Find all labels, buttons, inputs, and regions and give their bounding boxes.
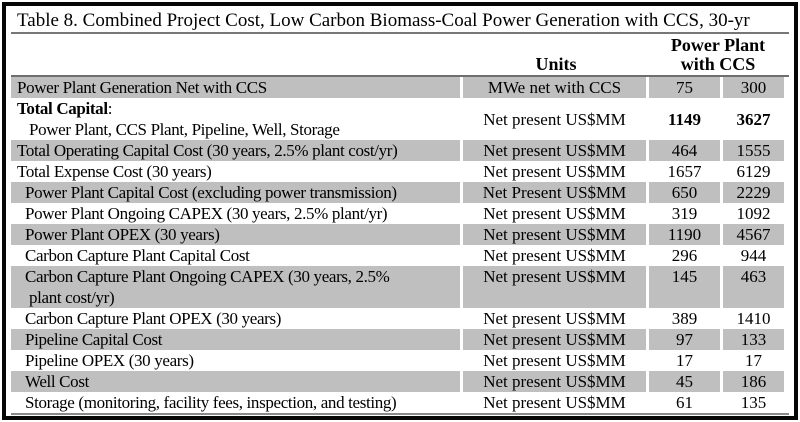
row-units: Net present US$MM xyxy=(463,224,649,245)
row-value-300mwe: 135 xyxy=(740,393,767,412)
table-row: Well Cost Net present US$MM 45 186 xyxy=(11,371,789,392)
table-row: Power Plant Capital Cost (excluding powe… xyxy=(11,182,789,203)
row-units: Net Present US$MM xyxy=(463,182,649,203)
table-row: Storage (monitoring, facility fees, insp… xyxy=(11,392,789,413)
row-value-300mwe: 4567 xyxy=(723,224,787,245)
table-title: Table 8. Combined Project Cost, Low Carb… xyxy=(11,8,789,34)
row-value-75mwe: 296 xyxy=(671,246,698,265)
row-value-300mwe: 1410 xyxy=(736,309,771,328)
row-value-75mwe: 75 xyxy=(649,77,723,98)
row-value-300mwe: 2229 xyxy=(723,182,787,203)
table-row: Carbon Capture Plant Capital Cost Net pre… xyxy=(11,245,789,266)
table-header: Units Power Plant with CCS xyxy=(11,34,789,77)
row-label: Total Expense Cost (30 years) xyxy=(17,162,212,181)
table-row: Pipeline OPEX (30 years) Net present US$M… xyxy=(11,350,789,371)
row-units: Net present US$MM xyxy=(463,266,649,308)
row-units: Net present US$MM xyxy=(463,140,649,161)
row-label: Pipeline Capital Cost xyxy=(11,329,463,350)
row-units: Net present US$MM xyxy=(483,351,626,370)
row-value-75mwe: 97 xyxy=(649,329,723,350)
table-body: Power Plant Generation Net with CCS MWe n… xyxy=(11,77,789,413)
row-units: Net present US$MM xyxy=(483,204,626,223)
row-value-75mwe: 145 xyxy=(649,266,723,308)
table-row: Carbon Capture Plant Ongoing CAPEX (30 y… xyxy=(11,266,789,308)
row-value-300mwe: 1555 xyxy=(723,140,787,161)
header-group-line1: Power Plant xyxy=(670,35,766,55)
row-label: Power Plant Ongoing CAPEX (30 years, 2.5… xyxy=(25,204,388,223)
row-label: Pipeline OPEX (30 years) xyxy=(25,351,194,370)
row-value-75mwe: 319 xyxy=(671,204,698,223)
table-row: Power Plant OPEX (30 years) Net present U… xyxy=(11,224,789,245)
row-units: Net present US$MM xyxy=(483,162,626,181)
table-row: Total Expense Cost (30 years) Net present… xyxy=(11,161,789,182)
row-value-300mwe: 186 xyxy=(723,371,787,392)
row-label: Power Plant OPEX (30 years) xyxy=(11,224,463,245)
row-value-75mwe: 17 xyxy=(676,351,693,370)
row-value-75mwe: 1657 xyxy=(667,162,702,181)
row-units: Net present US$MM xyxy=(483,109,626,129)
row-label: Carbon Capture Plant Ongoing CAPEX (30 y… xyxy=(11,266,463,308)
row-units: Net present US$MM xyxy=(463,329,649,350)
row-value-300mwe: 17 xyxy=(745,351,762,370)
row-units: Net present US$MM xyxy=(483,393,626,412)
row-label: Carbon Capture Plant OPEX (30 years) xyxy=(25,309,282,328)
row-value-75mwe: 464 xyxy=(649,140,723,161)
table-row: Total Capital: Power Plant, CCS Plant, Pi… xyxy=(11,98,789,140)
table-row: Carbon Capture Plant OPEX (30 years) Net … xyxy=(11,308,789,329)
table-bottom-rule xyxy=(11,413,789,415)
row-value-300mwe: 463 xyxy=(723,266,787,308)
table-row: Power Plant Generation Net with CCS MWe n… xyxy=(11,77,789,98)
row-label: Storage (monitoring, facility fees, insp… xyxy=(25,393,397,412)
table-row: Pipeline Capital Cost Net present US$MM 97… xyxy=(11,329,789,350)
row-value-75mwe: 61 xyxy=(676,393,693,412)
row-value-300mwe: 133 xyxy=(723,329,787,350)
row-value-75mwe: 45 xyxy=(649,371,723,392)
row-label: Total Operating Capital Cost (30 years, … xyxy=(11,140,463,161)
table-row: Total Operating Capital Cost (30 years, … xyxy=(11,140,789,161)
row-value-300mwe: 6129 xyxy=(736,162,771,181)
row-label: Well Cost xyxy=(11,371,463,392)
header-power-plant-with-ccs: Power Plant with CCS xyxy=(649,36,787,74)
row-value-300mwe: 300 xyxy=(723,77,787,98)
row-value-75mwe: 389 xyxy=(671,309,698,328)
row-value-75mwe: 650 xyxy=(649,182,723,203)
row-label: Carbon Capture Plant Capital Cost xyxy=(25,246,250,265)
row-units: MWe net with CCS xyxy=(463,77,649,98)
header-group-line2: with CCS xyxy=(680,54,756,74)
row-value-300mwe: 944 xyxy=(740,246,767,265)
row-value-75mwe: 1190 xyxy=(649,224,723,245)
header-units: Units xyxy=(535,54,577,74)
row-value-75mwe: 1149 xyxy=(667,109,702,129)
row-units: Net present US$MM xyxy=(483,309,626,328)
row-value-300mwe: 1092 xyxy=(736,204,771,223)
row-label: Power Plant Capital Cost (excluding powe… xyxy=(11,182,463,203)
table-row: Power Plant Ongoing CAPEX (30 years, 2.5… xyxy=(11,203,789,224)
row-value-300mwe: 3627 xyxy=(736,109,771,129)
row-label: Total Capital: Power Plant, CCS Plant, Pi… xyxy=(17,99,340,139)
row-units: Net present US$MM xyxy=(463,371,649,392)
row-label: Power Plant Generation Net with CCS xyxy=(11,77,463,98)
row-units: Net present US$MM xyxy=(483,246,626,265)
